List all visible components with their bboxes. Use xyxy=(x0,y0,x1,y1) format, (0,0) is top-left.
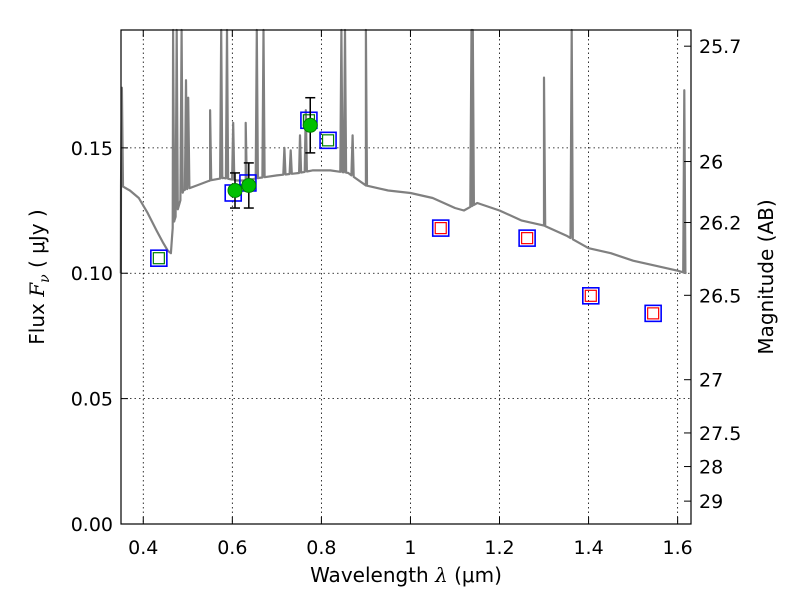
photometry-markers xyxy=(150,96,662,323)
y2-tick-label: 28 xyxy=(699,457,723,479)
y-axis-subscript: ν xyxy=(37,274,53,283)
grid-lines xyxy=(121,30,691,524)
red-square-marker xyxy=(584,289,597,302)
y-tick-label: 0.00 xyxy=(71,514,113,536)
y2-axis-label: Magnitude (AB) xyxy=(754,199,778,354)
red-square-marker xyxy=(647,307,660,320)
x-tick-label: 0.6 xyxy=(217,537,247,559)
x-tick-label: 1.4 xyxy=(573,537,603,559)
x-tick-label: 1 xyxy=(404,537,416,559)
y2-tick-label: 26 xyxy=(699,152,723,174)
x-axis-unit: (μm) xyxy=(454,563,502,587)
x-tick-label: 0.8 xyxy=(306,537,336,559)
x-axis-label: Wavelength λ (μm) xyxy=(310,563,502,587)
blue-square-marker xyxy=(644,304,662,323)
y-axis-label: Flux Fν ( μJy ) xyxy=(25,209,53,344)
y-tick-label: 0.10 xyxy=(71,263,113,285)
y2-tick-label: 27 xyxy=(699,370,723,392)
x-tick-label: 0.4 xyxy=(128,537,158,559)
y2-tick-label: 27.5 xyxy=(699,423,741,445)
y-tick-label: 0.05 xyxy=(71,389,113,411)
x-axis-symbol: λ xyxy=(434,563,448,587)
green-square-marker xyxy=(152,252,165,265)
y-tick-label: 0.15 xyxy=(71,138,113,160)
spectrum-line xyxy=(119,28,687,275)
blue-square-marker xyxy=(150,249,168,267)
blue-square-marker xyxy=(431,219,450,237)
model-spectrum xyxy=(119,28,687,275)
green-data-point xyxy=(227,182,243,198)
plot-area-background xyxy=(121,30,691,524)
x-tick-label: 1.6 xyxy=(663,537,693,559)
green-square-marker xyxy=(321,134,335,147)
green-data-point xyxy=(302,117,318,133)
y2-tick-label: 26.2 xyxy=(699,213,741,235)
plot-frame xyxy=(120,29,692,525)
blue-square-marker xyxy=(582,287,600,305)
blue-square-marker xyxy=(518,229,536,247)
y-axis-unit: ( μJy ) xyxy=(25,209,49,268)
y-axis-symbol: F xyxy=(25,282,49,298)
y2-tick-label: 25.7 xyxy=(699,36,741,58)
x-tick-label: 1.2 xyxy=(484,537,514,559)
axis-ticks: 0.4 0.6 0.8 1 1.2 1.4 1.6 0.00 0.05 0.10 0.15 25.7 2… xyxy=(71,30,741,559)
y2-tick-label: 26.5 xyxy=(699,285,741,307)
red-square-marker xyxy=(434,222,447,235)
green-data-point xyxy=(241,177,257,193)
blue-square-marker xyxy=(319,131,337,150)
y2-tick-label: 29 xyxy=(699,491,723,513)
red-square-marker xyxy=(521,232,534,245)
